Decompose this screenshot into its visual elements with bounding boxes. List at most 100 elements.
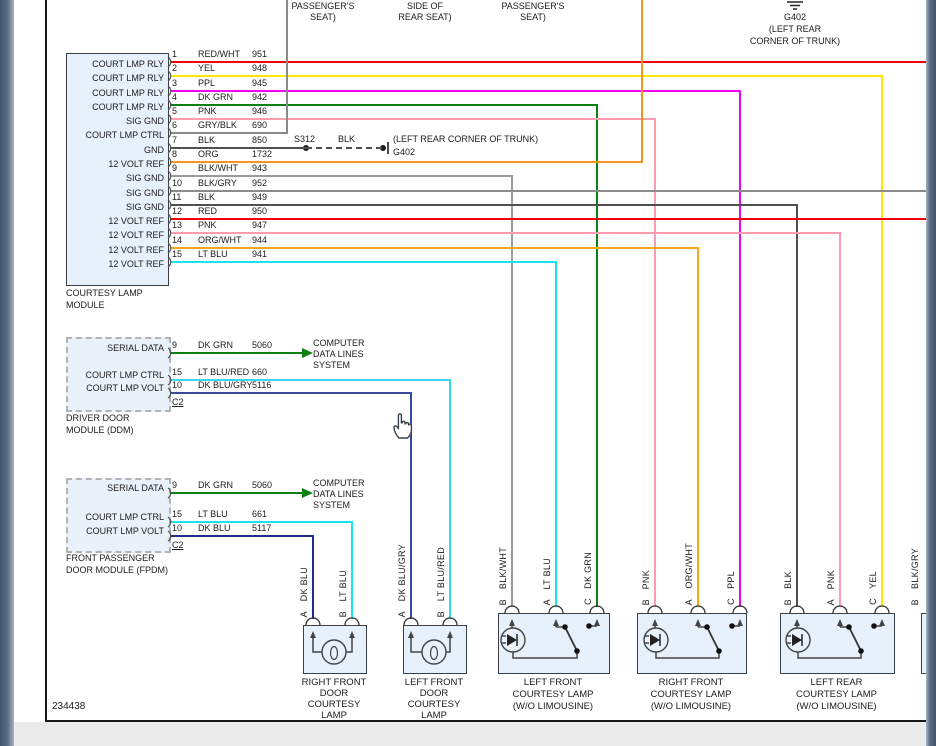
pin-number: 9 — [172, 340, 178, 350]
splice-location-label: (LEFT REAR CORNER OF TRUNK) — [393, 134, 539, 144]
circuit-number-label: 952 — [252, 178, 268, 188]
lamp-caption-line: (W/O LIMOUSINE) — [796, 701, 877, 712]
pin-connector-arc — [167, 242, 172, 254]
wire-name-label: RED/WHT — [198, 49, 240, 59]
pin-connector-arc — [167, 185, 172, 197]
lamp-connector-arc — [647, 605, 663, 614]
ground-g402-label: CORNER OF TRUNK) — [749, 36, 841, 46]
computer-data-lines-label: COMPUTER — [313, 338, 365, 348]
wire-yel-948 — [170, 75, 883, 607]
lamp-pin-letter: B — [498, 598, 508, 605]
lamp-pin-wire-label: PNK — [826, 569, 836, 589]
switch-return-wire — [797, 651, 862, 659]
page-border-bottom — [45, 720, 926, 722]
lamp-pin-letter: A — [299, 610, 309, 617]
wire-name-label: DK GRN — [198, 480, 234, 490]
wire-name-label: LT BLU — [198, 249, 228, 259]
wire-name-label: DK BLU — [198, 523, 231, 533]
lamp-pin-letter: A — [826, 598, 836, 605]
circuit-number-label: 945 — [252, 78, 268, 88]
pin-function-label: COURT LMP CTRL — [85, 130, 164, 140]
wire-name-label: ORG/WHT — [198, 235, 242, 245]
bulb-filament — [429, 645, 439, 661]
led-triangle — [650, 634, 660, 646]
internal-arrowhead — [737, 619, 743, 626]
top-wire-destination-label: SEAT) — [310, 12, 336, 22]
lamp-box — [780, 613, 895, 674]
lamp-caption-line: DOOR — [319, 688, 349, 699]
wire-pnk-947 — [170, 232, 841, 607]
pin-number: 10 — [172, 178, 183, 188]
wire-blk-wht-943 — [170, 175, 513, 607]
lamp-caption-line: LEFT FRONT — [523, 677, 583, 688]
pin-connector-arc — [167, 127, 172, 139]
pin-function-label: SIG GND — [125, 173, 164, 183]
lamp-pin-wire-label: BLK/WHT — [498, 546, 508, 589]
pin-function-label: SERIAL DATA — [107, 483, 164, 493]
pin-connector-arc — [167, 374, 172, 386]
wire-ppl-945 — [170, 90, 741, 607]
lamp-caption-line: LEFT FRONT — [404, 677, 464, 688]
switch-contact-dot — [574, 648, 580, 654]
pin-connector-arc — [167, 99, 172, 111]
internal-arrowhead — [652, 619, 658, 626]
circuit-number-label: 948 — [252, 63, 268, 73]
pin-function-label: COURT LMP CTRL — [85, 512, 164, 522]
wire-name-label: LT BLU/RED — [198, 367, 250, 377]
ddm-caption-line: MODULE (DDM) — [66, 425, 134, 435]
switch-contact-dot — [586, 623, 592, 629]
bulb-lead — [312, 638, 322, 653]
top-wire-destination-label: SIDE OF — [406, 1, 443, 11]
lamp-connector-arc — [690, 605, 706, 614]
pin-number: 15 — [172, 509, 183, 519]
lamp-caption-line: (W/O LIMOUSINE) — [650, 701, 732, 712]
lamp-caption-line: COURTESY — [407, 699, 461, 710]
window-edge-right[interactable] — [926, 0, 936, 746]
pin-connector-arc — [167, 227, 172, 239]
pin-number: 1 — [172, 49, 178, 59]
pin-function-label: 12 VOLT REF — [108, 230, 164, 240]
pin-number: 15 — [172, 249, 183, 259]
internal-arrowhead — [553, 619, 559, 626]
lamp-caption-line: LEFT REAR — [810, 677, 863, 688]
lamp-caption-line: RIGHT FRONT — [301, 677, 367, 688]
pin-function-label: 12 VOLT REF — [108, 259, 164, 269]
internal-arrowhead — [879, 619, 885, 626]
pin-connector-arc — [167, 387, 172, 399]
lamp-pin-wire-label: DK GRN — [583, 552, 593, 589]
wire-org-wht-944 — [170, 247, 699, 607]
pin-connector-arc — [167, 85, 172, 97]
circuit-number-label: 690 — [252, 120, 268, 130]
lamp-connector-arc — [789, 605, 805, 614]
pin-connector-arc — [167, 199, 172, 211]
wire-name-label: DK GRN — [198, 92, 234, 102]
pin-number: 11 — [172, 192, 182, 202]
lamp-connector-arc — [305, 617, 321, 626]
switch-contact-dot — [871, 623, 877, 629]
pin-connector-arc — [167, 70, 172, 82]
lamp-caption-line: DOOR — [419, 688, 449, 699]
circuit-number-label: 661 — [252, 509, 268, 519]
wire-name-label: YEL — [198, 63, 216, 73]
internal-arrowhead — [408, 631, 414, 638]
pin-function-label: GND — [144, 145, 164, 155]
circuit-number-label: 947 — [252, 220, 268, 230]
switch-return-wire — [655, 651, 720, 659]
lamp-connector-arc — [548, 605, 564, 614]
page-number: 234438 — [52, 701, 86, 712]
lamp-pin-letter: B — [783, 598, 793, 605]
switch-contact-dot — [704, 624, 710, 630]
pin-connector-arc — [167, 56, 172, 68]
computer-data-lines-label: DATA LINES — [313, 489, 364, 499]
ddm-caption-line: DRIVER DOOR — [66, 413, 130, 423]
pin-number: 7 — [172, 135, 178, 145]
wire-name-label: PNK — [198, 220, 217, 230]
pin-connector-arc — [167, 516, 172, 528]
lamp-connector-arc — [344, 617, 360, 626]
ground-g402-label: G402 — [783, 12, 807, 22]
internal-arrowhead — [349, 631, 355, 638]
lamp-pin-wire-label: DK BLU — [299, 566, 309, 601]
circuit-number-label: 1732 — [252, 149, 273, 159]
lamp-connector-arc — [442, 617, 458, 626]
